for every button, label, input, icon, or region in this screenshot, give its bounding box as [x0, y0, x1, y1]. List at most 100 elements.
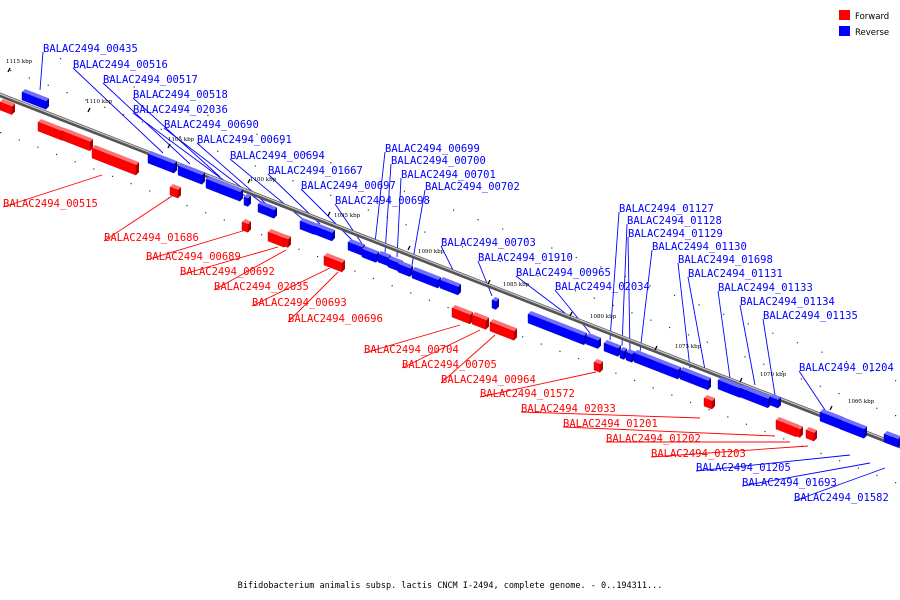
reverse-gene-label[interactable]: BALAC2494_00694: [230, 150, 325, 162]
reverse-gene-label[interactable]: BALAC2494_00699: [385, 143, 480, 155]
reverse-gene-label[interactable]: BALAC2494_01130: [652, 241, 747, 253]
reverse-gene[interactable]: [411, 267, 441, 289]
reverse-gene[interactable]: [243, 194, 251, 207]
leader-line: [363, 324, 461, 354]
forward-gene[interactable]: [283, 235, 291, 248]
genome-axis: [0, 92, 900, 449]
forward-gene-label[interactable]: BALAC2494_00689: [146, 251, 241, 263]
reverse-gene-label[interactable]: BALAC2494_00701: [401, 169, 496, 181]
reverse-gene[interactable]: [679, 367, 711, 391]
reverse-gene[interactable]: [527, 311, 587, 346]
reverse-gene-label[interactable]: BALAC2494_01204: [799, 362, 894, 374]
forward-gene-label[interactable]: BALAC2494_00704: [364, 344, 459, 356]
reverse-gene-label[interactable]: BALAC2494_01667: [268, 165, 363, 177]
forward-gene-label[interactable]: BALAC2494_00705: [402, 359, 497, 371]
forward-gene[interactable]: [91, 145, 139, 176]
forward-gene-label[interactable]: BALAC2494_01202: [606, 433, 701, 445]
forward-gene-label[interactable]: BALAC2494_00515: [3, 198, 98, 210]
reverse-gene[interactable]: [147, 151, 177, 174]
forward-gene[interactable]: [451, 305, 473, 325]
reverse-gene-label[interactable]: BALAC2494_01131: [688, 268, 783, 280]
reverse-gene[interactable]: [839, 417, 867, 439]
leader-line: [103, 195, 173, 242]
forward-gene[interactable]: [323, 253, 345, 273]
reverse-gene-label[interactable]: BALAC2494_01698: [678, 254, 773, 266]
forward-gene[interactable]: [61, 128, 93, 152]
reverse-gene-label[interactable]: BALAC2494_01127: [619, 203, 714, 215]
reverse-gene-label[interactable]: BALAC2494_00965: [516, 267, 611, 279]
kbp-tick-label: 1095 kbp: [334, 213, 361, 219]
forward-gene-label[interactable]: BALAC2494_01201: [563, 418, 658, 430]
forward-gene-label[interactable]: BALAC2494_02033: [521, 403, 616, 415]
reverse-gene-label[interactable]: BALAC2494_00435: [43, 43, 138, 55]
reverse-gene[interactable]: [205, 176, 243, 202]
reverse-gene[interactable]: [491, 297, 499, 310]
reverse-gene-label[interactable]: BALAC2494_01582: [794, 492, 889, 504]
forward-gene-label[interactable]: BALAC2494_00964: [441, 374, 536, 386]
reverse-gene[interactable]: [769, 394, 781, 409]
forward-gene[interactable]: [471, 312, 489, 330]
forward-gene[interactable]: [169, 184, 181, 199]
forward-gene[interactable]: [489, 319, 517, 341]
kbp-tick-label: 1065 kbp: [848, 399, 875, 405]
leader-line: [621, 223, 628, 347]
reverse-gene-label[interactable]: BALAC2494_00691: [197, 134, 292, 146]
reverse-gene-label[interactable]: BALAC2494_01128: [627, 215, 722, 227]
reverse-gene[interactable]: [625, 349, 635, 363]
reverse-gene[interactable]: [397, 261, 413, 277]
reverse-gene[interactable]: [633, 350, 681, 380]
reverse-gene-label[interactable]: BALAC2494_01205: [696, 462, 791, 474]
reverse-gene-label[interactable]: BALAC2494_00518: [133, 89, 228, 101]
forward-gene[interactable]: [703, 395, 715, 410]
reverse-gene-label[interactable]: BALAC2494_00702: [425, 181, 520, 193]
reverse-gene-label[interactable]: BALAC2494_00698: [335, 195, 430, 207]
reverse-gene-label[interactable]: BALAC2494_01693: [742, 477, 837, 489]
forward-gene[interactable]: [241, 219, 251, 233]
reverse-gene-label[interactable]: BALAC2494_02034: [555, 281, 650, 293]
forward-gene[interactable]: [775, 417, 799, 438]
reverse-gene-label[interactable]: BALAC2494_00516: [73, 59, 168, 71]
leader-line: [384, 163, 392, 254]
leader-line: [145, 229, 247, 261]
leader-line: [396, 177, 402, 258]
reverse-gene[interactable]: [891, 434, 900, 448]
kbp-tick-mark: [327, 211, 331, 217]
reverse-gene[interactable]: [439, 277, 461, 296]
leader-line: [515, 275, 566, 314]
reverse-gene-label[interactable]: BALAC2494_02036: [133, 104, 228, 116]
reverse-gene[interactable]: [603, 340, 621, 357]
reverse-gene-label[interactable]: BALAC2494_00690: [164, 119, 259, 131]
reverse-gene-label[interactable]: BALAC2494_01129: [628, 228, 723, 240]
reverse-gene[interactable]: [21, 89, 49, 110]
leader-line: [401, 329, 481, 369]
forward-gene-label[interactable]: BALAC2494_00696: [288, 313, 383, 325]
reverse-gene[interactable]: [177, 163, 205, 185]
forward-gene[interactable]: [593, 359, 603, 373]
reverse-gene[interactable]: [361, 246, 379, 263]
forward-gene-label[interactable]: BALAC2494_00692: [180, 266, 275, 278]
forward-gene-label[interactable]: BALAC2494_01572: [480, 388, 575, 400]
forward-gene-label[interactable]: BALAC2494_02035: [214, 281, 309, 293]
reverse-gene-label[interactable]: BALAC2494_00703: [441, 237, 536, 249]
forward-gene[interactable]: [37, 119, 65, 141]
reverse-gene[interactable]: [585, 333, 601, 349]
reverse-gene[interactable]: [267, 205, 277, 219]
forward-gene-label[interactable]: BALAC2494_01203: [651, 448, 746, 460]
reverse-gene-label[interactable]: BALAC2494_00697: [301, 180, 396, 192]
reverse-gene-label[interactable]: BALAC2494_01910: [478, 252, 573, 264]
reverse-gene-label[interactable]: BALAC2494_01134: [740, 296, 835, 308]
forward-gene[interactable]: [0, 99, 15, 115]
reverse-gene[interactable]: [313, 223, 335, 242]
forward-gene[interactable]: [805, 427, 817, 442]
reverse-gene[interactable]: [819, 409, 843, 430]
forward-gene-label[interactable]: BALAC2494_00693: [252, 297, 347, 309]
reverse-gene-label[interactable]: BALAC2494_01135: [763, 310, 858, 322]
forward-gene-label[interactable]: BALAC2494_01686: [104, 232, 199, 244]
forward-gene[interactable]: [795, 425, 803, 438]
reverse-gene-label[interactable]: BALAC2494_00700: [391, 155, 486, 167]
leader-line: [334, 203, 366, 249]
outer-track-dots: [60, 58, 897, 382]
reverse-gene-label[interactable]: BALAC2494_00517: [103, 74, 198, 86]
reverse-gene-label[interactable]: BALAC2494_01133: [718, 282, 813, 294]
